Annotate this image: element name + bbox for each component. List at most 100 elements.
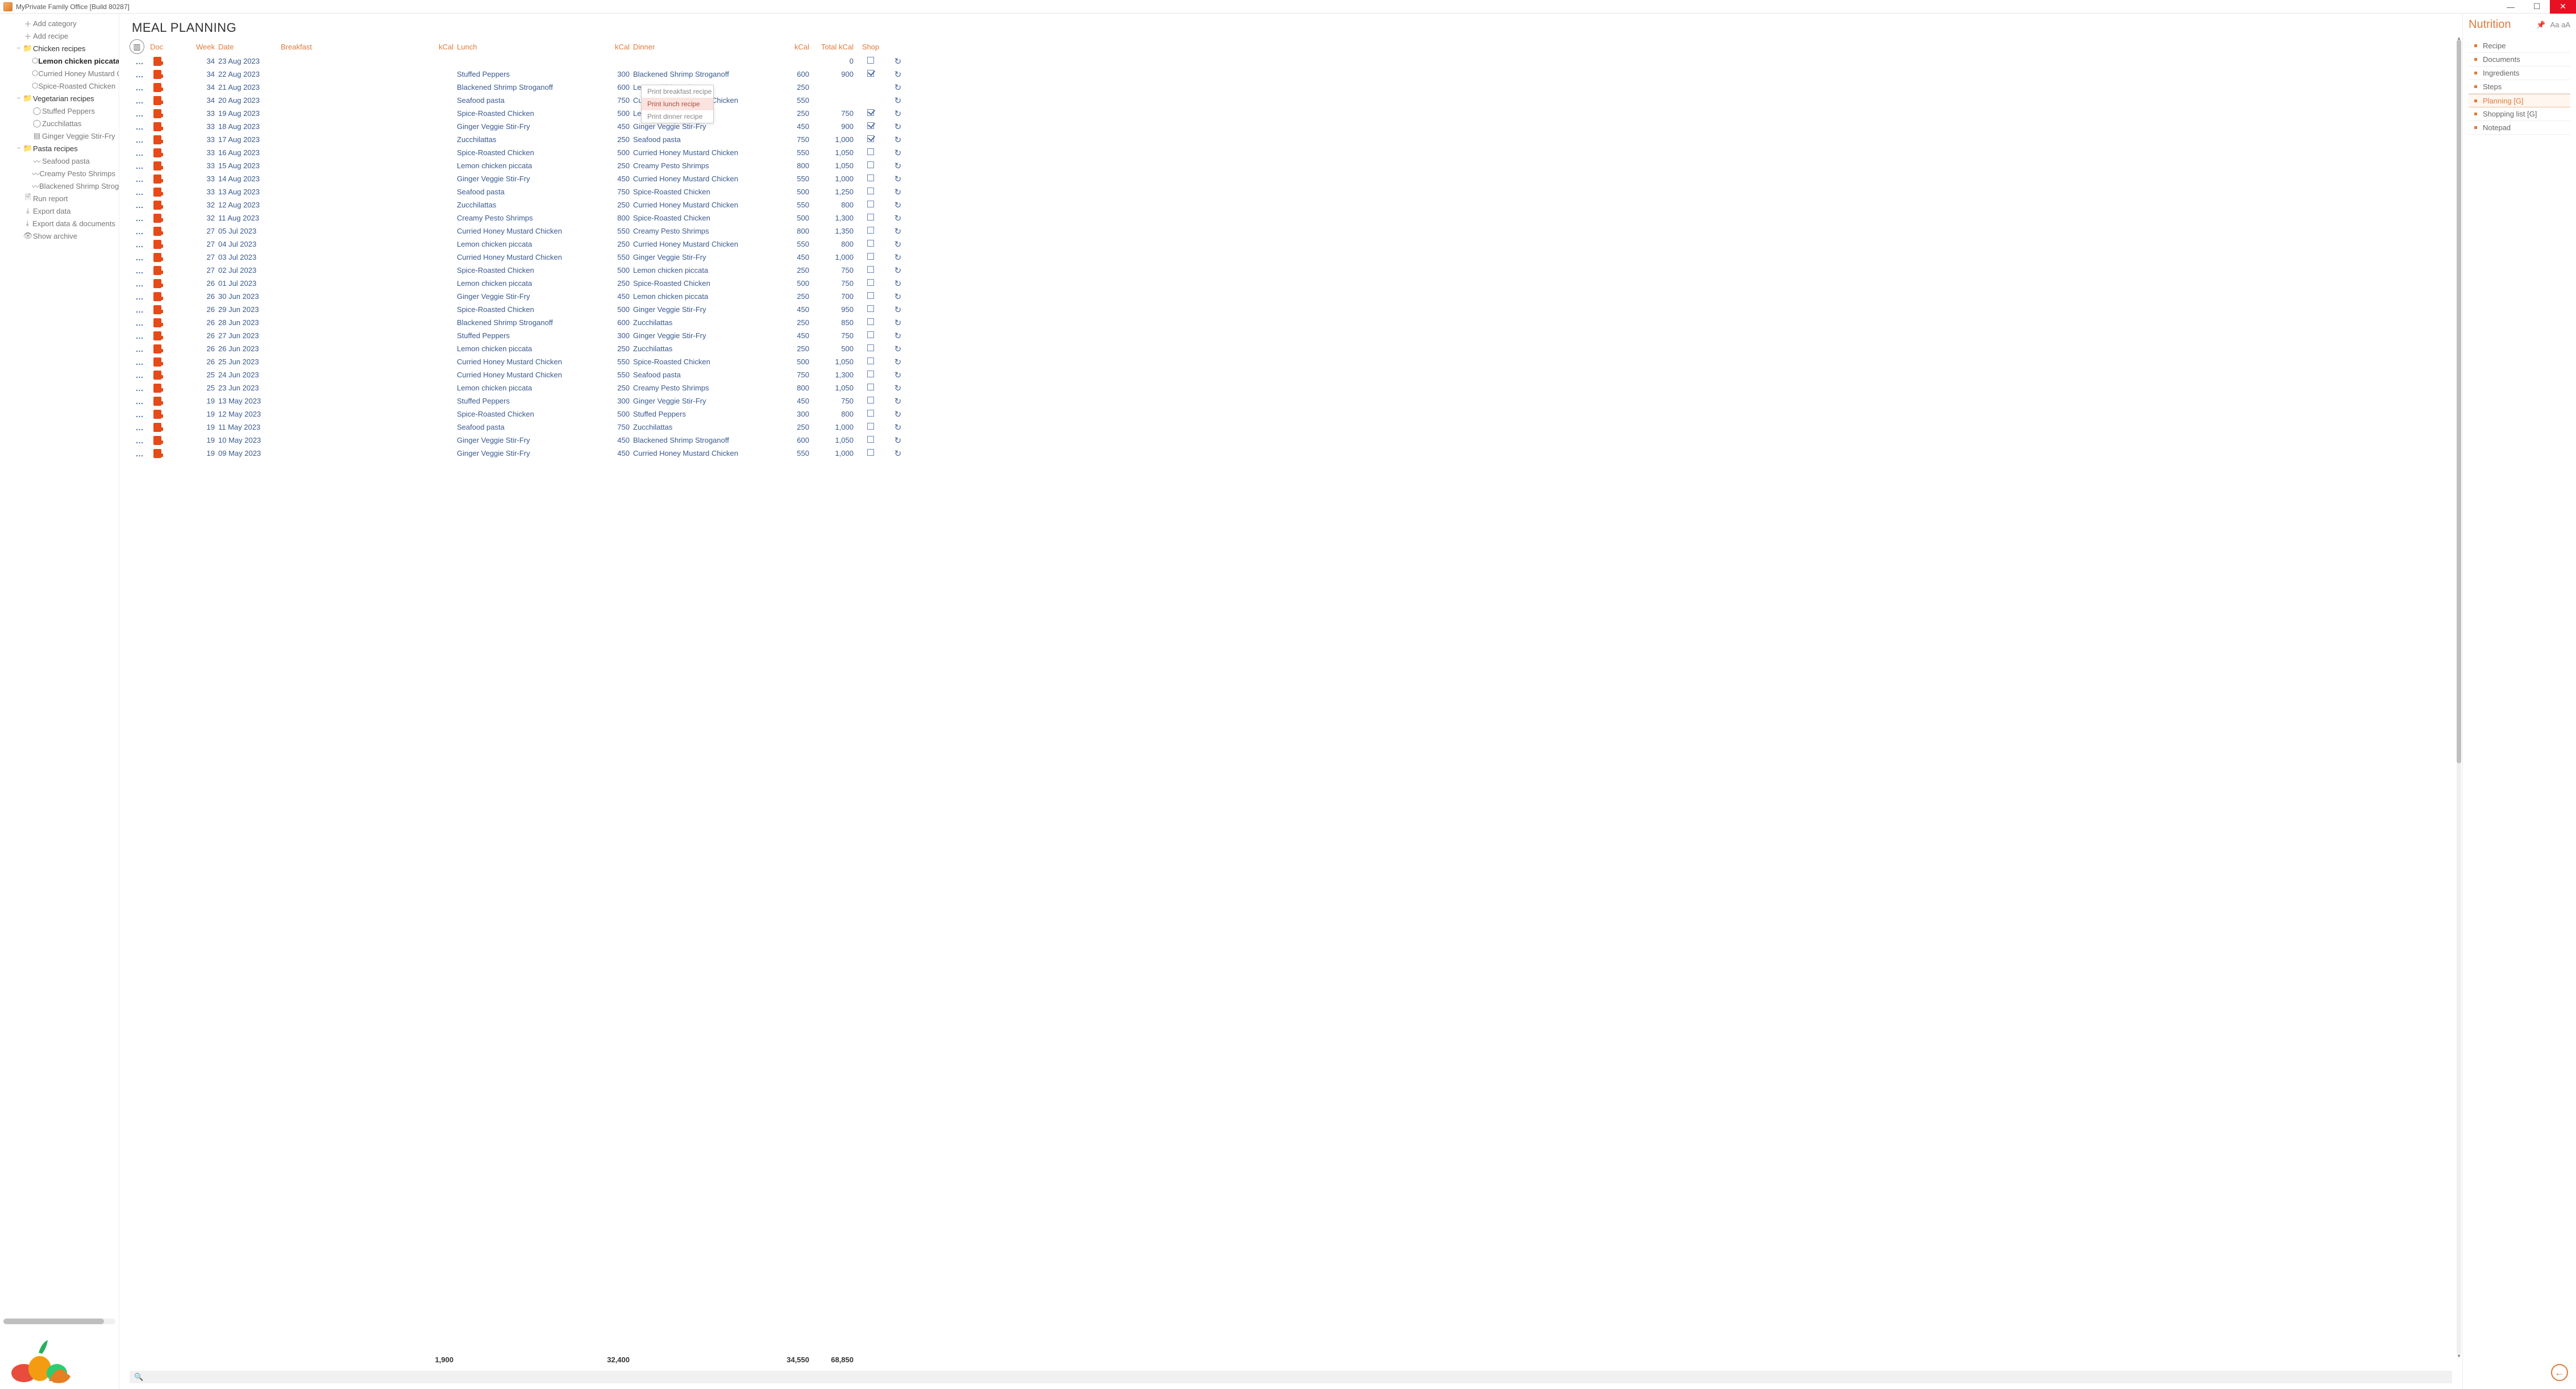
grid-row[interactable]: …3316 Aug 2023Spice-Roasted Chicken500Cu…	[130, 146, 2457, 159]
shop-cell[interactable]	[857, 240, 884, 248]
repeat-button[interactable]: ↻	[884, 305, 912, 315]
doc-cell[interactable]	[150, 279, 184, 288]
shop-checkbox[interactable]	[867, 305, 874, 312]
grid-row[interactable]: …2627 Jun 2023Stuffed Peppers300Ginger V…	[130, 329, 2457, 342]
grid-row[interactable]: …3421 Aug 2023Blackened Shrimp Stroganof…	[130, 81, 2457, 94]
shop-checkbox[interactable]	[867, 57, 874, 64]
grid-row[interactable]: …3314 Aug 2023Ginger Veggie Stir-Fry450C…	[130, 172, 2457, 185]
doc-cell[interactable]	[150, 253, 184, 262]
grid-row[interactable]: …2628 Jun 2023Blackened Shrimp Stroganof…	[130, 316, 2457, 329]
row-menu-button[interactable]: …	[130, 148, 150, 157]
search-input[interactable]	[147, 1373, 2448, 1382]
repeat-button[interactable]: ↻	[884, 396, 912, 406]
right-panel-item[interactable]: Documents	[2469, 53, 2570, 66]
grid-body[interactable]: …3423 Aug 20230↻…3422 Aug 2023Stuffed Pe…	[130, 55, 2457, 1351]
repeat-button[interactable]: ↻	[884, 252, 912, 263]
shop-checkbox[interactable]	[867, 397, 874, 404]
tree-node[interactable]: 〰Seafood pasta	[2, 155, 119, 167]
row-menu-button[interactable]: …	[130, 449, 150, 458]
repeat-button[interactable]: ↻	[884, 135, 912, 145]
shop-checkbox[interactable]	[867, 344, 874, 351]
shop-cell[interactable]	[857, 174, 884, 183]
shop-cell[interactable]	[857, 109, 884, 118]
shop-checkbox[interactable]	[867, 109, 874, 116]
doc-cell[interactable]	[150, 331, 184, 340]
repeat-button[interactable]: ↻	[884, 200, 912, 210]
row-menu-button[interactable]: …	[130, 135, 150, 144]
shop-cell[interactable]	[857, 161, 884, 170]
doc-cell[interactable]	[150, 371, 184, 380]
doc-cell[interactable]	[150, 70, 184, 79]
shop-cell[interactable]	[857, 188, 884, 196]
shop-cell[interactable]	[857, 384, 884, 392]
row-menu-button[interactable]: …	[130, 423, 150, 432]
window-maximize-button[interactable]: ☐	[2524, 0, 2550, 14]
shop-cell[interactable]	[857, 344, 884, 353]
shop-cell[interactable]	[857, 371, 884, 379]
right-panel-item[interactable]: Notepad	[2469, 121, 2570, 135]
right-panel-item[interactable]: Steps	[2469, 80, 2570, 94]
repeat-button[interactable]: ↻	[884, 226, 912, 236]
repeat-button[interactable]: ↻	[884, 383, 912, 393]
doc-cell[interactable]	[150, 174, 184, 184]
grid-row[interactable]: …2704 Jul 2023Lemon chicken piccata250Cu…	[130, 238, 2457, 251]
doc-cell[interactable]	[150, 357, 184, 367]
tree-node[interactable]: ⬡Curried Honey Mustard Chick	[2, 67, 119, 80]
doc-cell[interactable]	[150, 436, 184, 445]
grid-row[interactable]: …2524 Jun 2023Curried Honey Mustard Chic…	[130, 368, 2457, 381]
shop-checkbox[interactable]	[867, 410, 874, 417]
font-size-button[interactable]: Aa aA	[2550, 20, 2570, 29]
context-menu-item[interactable]: Print dinner recipe	[642, 110, 713, 123]
tree-expander-icon[interactable]: −	[15, 145, 23, 152]
repeat-button[interactable]: ↻	[884, 239, 912, 249]
repeat-button[interactable]: ↻	[884, 69, 912, 80]
doc-cell[interactable]	[150, 83, 184, 92]
shop-cell[interactable]	[857, 423, 884, 431]
row-menu-button[interactable]: …	[130, 109, 150, 118]
row-menu-button[interactable]: …	[130, 357, 150, 367]
right-panel-item[interactable]: Recipe	[2469, 39, 2570, 53]
shop-cell[interactable]	[857, 148, 884, 157]
tree-node[interactable]: −📁Pasta recipes	[2, 142, 119, 155]
shop-cell[interactable]	[857, 279, 884, 288]
shop-checkbox[interactable]	[867, 423, 874, 430]
col-date[interactable]: Date	[218, 43, 281, 51]
grid-row[interactable]: …2626 Jun 2023Lemon chicken piccata250Zu…	[130, 342, 2457, 355]
tree-node[interactable]: ＋Add category	[2, 17, 119, 30]
grid-row[interactable]: …3211 Aug 2023Creamy Pesto Shrimps800Spi…	[130, 211, 2457, 224]
grid-row[interactable]: …1911 May 2023Seafood pasta750Zucchilatt…	[130, 421, 2457, 434]
col-lunch[interactable]: Lunch	[457, 43, 599, 51]
shop-checkbox[interactable]	[867, 174, 874, 181]
grid-row[interactable]: …3319 Aug 2023Spice-Roasted Chicken500Le…	[130, 107, 2457, 120]
shop-cell[interactable]	[857, 436, 884, 444]
col-breakfast[interactable]: Breakfast	[281, 43, 423, 51]
row-menu-button[interactable]: …	[130, 188, 150, 197]
tree-node[interactable]: ⬡Lemon chicken piccata	[2, 55, 119, 67]
repeat-button[interactable]: ↻	[884, 213, 912, 223]
tree-node[interactable]: ▤Ginger Veggie Stir-Fry	[2, 130, 119, 142]
doc-cell[interactable]	[150, 135, 184, 144]
repeat-button[interactable]: ↻	[884, 344, 912, 354]
row-menu-button[interactable]: …	[130, 201, 150, 210]
print-context-menu[interactable]: Print breakfast recipePrint lunch recipe…	[641, 85, 714, 123]
row-menu-button[interactable]: …	[130, 292, 150, 301]
row-menu-button[interactable]: …	[130, 397, 150, 406]
shop-cell[interactable]	[857, 57, 884, 65]
shop-checkbox[interactable]	[867, 148, 874, 155]
tree-node[interactable]: 👁Show archive	[2, 230, 119, 242]
doc-cell[interactable]	[150, 201, 184, 210]
doc-cell[interactable]	[150, 318, 184, 327]
col-dinner[interactable]: Dinner	[633, 43, 775, 51]
tree-expander-icon[interactable]: −	[15, 45, 23, 52]
shop-checkbox[interactable]	[867, 214, 874, 221]
repeat-button[interactable]: ↻	[884, 422, 912, 432]
doc-cell[interactable]	[150, 227, 184, 236]
grid-row[interactable]: …2702 Jul 2023Spice-Roasted Chicken500Le…	[130, 264, 2457, 277]
grid-row[interactable]: …3313 Aug 2023Seafood pasta750Spice-Roas…	[130, 185, 2457, 198]
row-menu-button[interactable]: …	[130, 174, 150, 184]
repeat-button[interactable]: ↻	[884, 292, 912, 302]
tree-node[interactable]: ⬡Spice-Roasted Chicken	[2, 80, 119, 92]
row-menu-button[interactable]: …	[130, 436, 150, 445]
shop-checkbox[interactable]	[867, 135, 874, 142]
repeat-button[interactable]: ↻	[884, 357, 912, 367]
